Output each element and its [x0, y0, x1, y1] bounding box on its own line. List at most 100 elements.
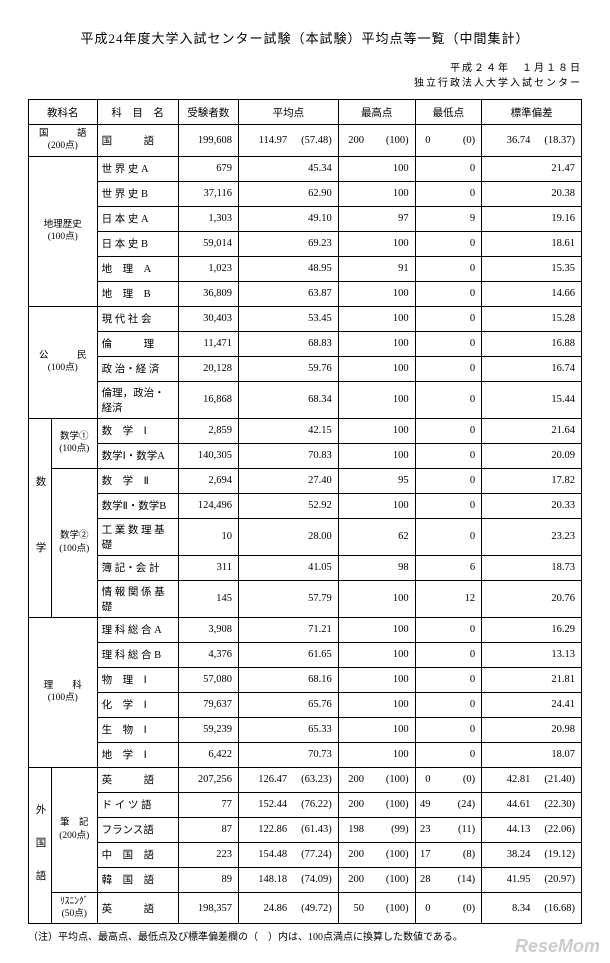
subject-name: 日 本 史 B	[97, 231, 178, 256]
cell-max: 100	[338, 231, 415, 256]
cell-min: 0	[415, 231, 482, 256]
category-cell: 数学②(100点)	[51, 468, 97, 617]
cell-max: 198 (99)	[338, 817, 415, 842]
cell-min: 0	[415, 418, 482, 443]
cell-avg: 126.47 (63.23)	[238, 767, 338, 792]
cell-avg: 68.83	[238, 331, 338, 356]
cell-max: 100	[338, 617, 415, 642]
table-row: 中 国 語223154.48 (77.24)200 (100)17 (8)38.…	[29, 842, 582, 867]
cell-max: 100	[338, 580, 415, 617]
cell-avg: 154.48 (77.24)	[238, 842, 338, 867]
cell-sd: 20.38	[482, 181, 582, 206]
category-cell: 国 語(200点)	[29, 125, 98, 157]
cell-takers: 77	[178, 792, 238, 817]
cell-takers: 11,471	[178, 331, 238, 356]
category-cell: ﾘｽﾆﾝｸﾞ(50点)	[51, 892, 97, 924]
table-row: 地 学 Ⅰ6,42270.73100018.07	[29, 742, 582, 767]
cell-min: 0	[415, 742, 482, 767]
table-row: 数学Ⅱ・数学B124,49652.92100020.33	[29, 493, 582, 518]
subject-name: 現 代 社 会	[97, 306, 178, 331]
cell-sd: 20.98	[482, 717, 582, 742]
header-row: 教科名 科 目 名 受験者数 平均点 最高点 最低点 標準偏差	[29, 100, 582, 125]
category-cell: 公 民(100点)	[29, 306, 98, 418]
footnote: （注）平均点、最高点、最低点及び標準偏差欄の（ ）内は、100点満点に換算した数…	[28, 928, 582, 943]
cell-takers: 1,023	[178, 256, 238, 281]
table-row: フランス語87122.86 (61.43)198 (99)23 (11)44.1…	[29, 817, 582, 842]
hdr-subject: 科 目 名	[97, 100, 178, 125]
subject-name: 世 界 史 A	[97, 156, 178, 181]
cell-min: 6	[415, 555, 482, 580]
cell-sd: 17.82	[482, 468, 582, 493]
cell-max: 200 (100)	[338, 125, 415, 157]
cell-min: 28 (14)	[415, 867, 482, 892]
cell-takers: 223	[178, 842, 238, 867]
cell-min: 0	[415, 181, 482, 206]
subject-name: 簿 記・会 計	[97, 555, 178, 580]
subject-name: 倫理，政治・経済	[97, 381, 178, 418]
cell-max: 50 (100)	[338, 892, 415, 924]
cell-avg: 71.21	[238, 617, 338, 642]
cell-min: 9	[415, 206, 482, 231]
cell-avg: 70.73	[238, 742, 338, 767]
cell-sd: 16.29	[482, 617, 582, 642]
cell-max: 200 (100)	[338, 842, 415, 867]
cell-sd: 41.95 (20.97)	[482, 867, 582, 892]
cell-avg: 152.44 (76.22)	[238, 792, 338, 817]
cell-min: 0	[415, 356, 482, 381]
hdr-takers: 受験者数	[178, 100, 238, 125]
table-row: 韓 国 語89148.18 (74.09)200 (100)28 (14)41.…	[29, 867, 582, 892]
cell-avg: 45.34	[238, 156, 338, 181]
table-row: 工 業 数 理 基 礎1028.0062023.23	[29, 518, 582, 555]
cell-max: 200 (100)	[338, 792, 415, 817]
cell-min: 0	[415, 331, 482, 356]
subject-name: 地 学 Ⅰ	[97, 742, 178, 767]
cell-avg: 59.76	[238, 356, 338, 381]
table-row: 理 科(100点)理 科 総 合 A3,90871.21100016.29	[29, 617, 582, 642]
cell-min: 12	[415, 580, 482, 617]
cell-avg: 62.90	[238, 181, 338, 206]
cell-max: 200 (100)	[338, 767, 415, 792]
subject-name: ド イ ツ 語	[97, 792, 178, 817]
cell-min: 0 (0)	[415, 767, 482, 792]
hdr-sd: 標準偏差	[482, 100, 582, 125]
table-row: 公 民(100点)現 代 社 会30,40353.45100015.28	[29, 306, 582, 331]
cell-takers: 2,859	[178, 418, 238, 443]
cell-min: 17 (8)	[415, 842, 482, 867]
table-row: 倫理，政治・経済16,86868.34100015.44	[29, 381, 582, 418]
cell-max: 100	[338, 418, 415, 443]
cell-min: 0 (0)	[415, 125, 482, 157]
cell-sd: 21.47	[482, 156, 582, 181]
cell-avg: 27.40	[238, 468, 338, 493]
hdr-max: 最高点	[338, 100, 415, 125]
cell-sd: 24.41	[482, 692, 582, 717]
subject-name: 理 科 総 合 A	[97, 617, 178, 642]
cell-sd: 21.81	[482, 667, 582, 692]
table-row: 外 国 語筆 記(200点)英 語207,256126.47 (63.23)20…	[29, 767, 582, 792]
cell-avg: 28.00	[238, 518, 338, 555]
hdr-avg: 平均点	[238, 100, 338, 125]
subject-name: 物 理 Ⅰ	[97, 667, 178, 692]
date-line2: 独立行政法人大学入試センター	[28, 76, 582, 91]
cell-avg: 53.45	[238, 306, 338, 331]
table-row: 生 物 Ⅰ59,23965.33100020.98	[29, 717, 582, 742]
cell-min: 0	[415, 281, 482, 306]
cell-sd: 21.64	[482, 418, 582, 443]
cell-max: 100	[338, 493, 415, 518]
cell-sd: 20.09	[482, 443, 582, 468]
cell-sd: 18.07	[482, 742, 582, 767]
cell-takers: 6,422	[178, 742, 238, 767]
subject-name: 数学Ⅰ・数学A	[97, 443, 178, 468]
cell-max: 100	[338, 381, 415, 418]
table-row: 政 治・経 済20,12859.76100016.74	[29, 356, 582, 381]
cell-takers: 16,868	[178, 381, 238, 418]
cell-max: 98	[338, 555, 415, 580]
cell-avg: 69.23	[238, 231, 338, 256]
cell-max: 100	[338, 281, 415, 306]
cell-sd: 23.23	[482, 518, 582, 555]
cell-avg: 42.15	[238, 418, 338, 443]
cell-avg: 48.95	[238, 256, 338, 281]
category-cell: 地理歴史(100点)	[29, 156, 98, 306]
cell-min: 0	[415, 156, 482, 181]
subject-name: 数学Ⅱ・数学B	[97, 493, 178, 518]
cell-takers: 679	[178, 156, 238, 181]
